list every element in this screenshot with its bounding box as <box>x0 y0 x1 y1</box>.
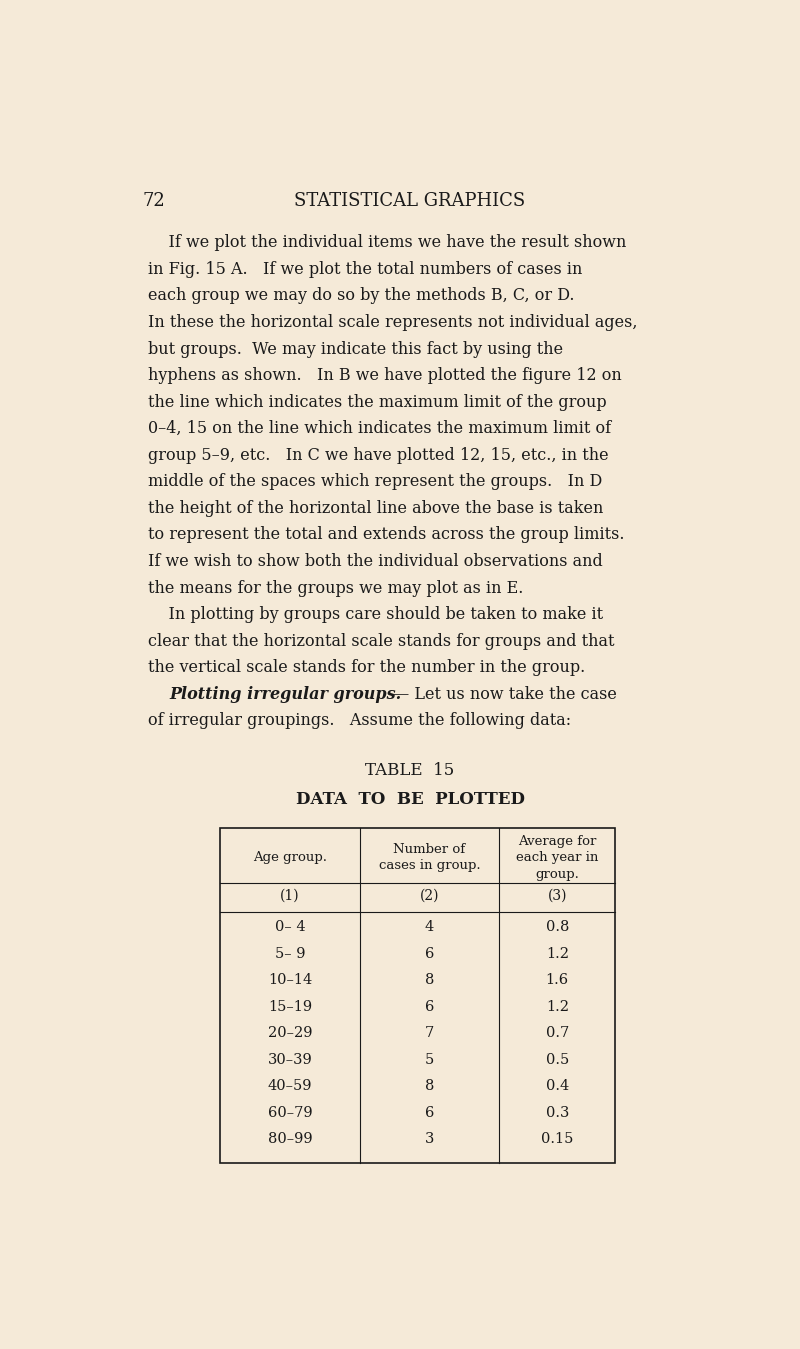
Text: 6: 6 <box>425 1000 434 1013</box>
Text: 80–99: 80–99 <box>267 1132 312 1147</box>
Text: the means for the groups we may plot as in E.: the means for the groups we may plot as … <box>148 580 523 596</box>
Text: 60–79: 60–79 <box>267 1106 312 1120</box>
Text: 30–39: 30–39 <box>267 1052 312 1067</box>
Text: Plotting irregular groups.: Plotting irregular groups. <box>169 685 402 703</box>
Text: the vertical scale stands for the number in the group.: the vertical scale stands for the number… <box>148 660 586 676</box>
Text: 1.2: 1.2 <box>546 947 569 960</box>
Text: (3): (3) <box>547 889 567 902</box>
Text: DATA  TO  BE  PLOTTED: DATA TO BE PLOTTED <box>295 792 525 808</box>
Text: 0.4: 0.4 <box>546 1079 569 1093</box>
Text: In these the horizontal scale represents not individual ages,: In these the horizontal scale represents… <box>148 314 638 331</box>
Text: 0– 4: 0– 4 <box>274 920 305 934</box>
Text: TABLE  15: TABLE 15 <box>366 762 454 780</box>
Text: 7: 7 <box>425 1027 434 1040</box>
Bar <box>220 827 615 1163</box>
Text: cases in group.: cases in group. <box>378 859 480 873</box>
Text: hyphens as shown.   In B we have plotted the figure 12 on: hyphens as shown. In B we have plotted t… <box>148 367 622 384</box>
Text: each year in: each year in <box>516 851 598 865</box>
Text: In plotting by groups care should be taken to make it: In plotting by groups care should be tak… <box>148 606 603 623</box>
Text: 5: 5 <box>425 1052 434 1067</box>
Text: in Fig. 15 A.   If we plot the total numbers of cases in: in Fig. 15 A. If we plot the total numbe… <box>148 260 582 278</box>
Text: to represent the total and extends across the group limits.: to represent the total and extends acros… <box>148 526 625 544</box>
Text: but groups.  We may indicate this fact by using the: but groups. We may indicate this fact by… <box>148 340 563 357</box>
Text: Number of: Number of <box>394 843 466 857</box>
Text: (1): (1) <box>280 889 300 902</box>
Text: group 5–9, etc.   In C we have plotted 12, 15, etc., in the: group 5–9, etc. In C we have plotted 12,… <box>148 447 609 464</box>
Text: 6: 6 <box>425 947 434 960</box>
Text: 0.8: 0.8 <box>546 920 569 934</box>
Text: 72: 72 <box>142 192 166 210</box>
Text: — Let us now take the case: — Let us now take the case <box>387 685 616 703</box>
Text: 0–4, 15 on the line which indicates the maximum limit of: 0–4, 15 on the line which indicates the … <box>148 421 611 437</box>
Text: Average for: Average for <box>518 835 597 849</box>
Text: 15–19: 15–19 <box>268 1000 312 1013</box>
Text: 0.3: 0.3 <box>546 1106 569 1120</box>
Text: 5– 9: 5– 9 <box>274 947 305 960</box>
Text: 20–29: 20–29 <box>268 1027 312 1040</box>
Text: 0.5: 0.5 <box>546 1052 569 1067</box>
Text: group.: group. <box>535 867 579 881</box>
Text: each group we may do so by the methods B, C, or D.: each group we may do so by the methods B… <box>148 287 574 305</box>
Text: If we plot the individual items we have the result shown: If we plot the individual items we have … <box>148 235 626 251</box>
Text: middle of the spaces which represent the groups.   In D: middle of the spaces which represent the… <box>148 473 602 490</box>
Text: 10–14: 10–14 <box>268 973 312 987</box>
Text: (2): (2) <box>420 889 439 902</box>
Text: clear that the horizontal scale stands for groups and that: clear that the horizontal scale stands f… <box>148 633 614 650</box>
Text: 40–59: 40–59 <box>268 1079 312 1093</box>
Text: If we wish to show both the individual observations and: If we wish to show both the individual o… <box>148 553 603 571</box>
Text: STATISTICAL GRAPHICS: STATISTICAL GRAPHICS <box>294 192 526 210</box>
Text: of irregular groupings.   Assume the following data:: of irregular groupings. Assume the follo… <box>148 712 571 730</box>
Text: Age group.: Age group. <box>253 851 327 865</box>
Text: 6: 6 <box>425 1106 434 1120</box>
Text: 8: 8 <box>425 973 434 987</box>
Text: 0.7: 0.7 <box>546 1027 569 1040</box>
Text: 1.2: 1.2 <box>546 1000 569 1013</box>
Text: 3: 3 <box>425 1132 434 1147</box>
Text: the height of the horizontal line above the base is taken: the height of the horizontal line above … <box>148 500 603 517</box>
Text: 1.6: 1.6 <box>546 973 569 987</box>
Text: 8: 8 <box>425 1079 434 1093</box>
Text: 0.15: 0.15 <box>541 1132 574 1147</box>
Text: the line which indicates the maximum limit of the group: the line which indicates the maximum lim… <box>148 394 606 410</box>
Text: 4: 4 <box>425 920 434 934</box>
